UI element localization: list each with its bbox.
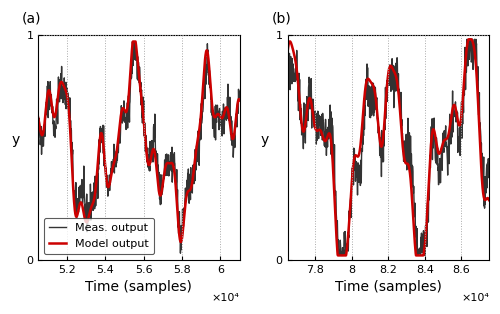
Model output [335,253,341,257]
Meas. output [208,97,214,101]
Meas. output [342,236,347,240]
Meas. output [236,95,242,99]
Meas. output [334,228,340,232]
Model output [154,171,160,175]
Line: Model output: Model output [28,41,240,242]
Text: (a): (a) [22,12,42,26]
Meas. output [464,37,470,41]
Text: (b): (b) [272,12,291,26]
Meas. output [466,44,472,48]
Meas. output [348,189,354,193]
Model output [486,198,492,202]
Y-axis label: y: y [260,133,268,147]
Meas. output [130,40,136,43]
Model output [284,51,290,55]
Text: ×10⁴: ×10⁴ [461,293,489,303]
Meas. output [186,201,192,205]
Model output [334,241,340,244]
X-axis label: Time (samples): Time (samples) [335,280,442,294]
Model output [442,138,448,142]
Meas. output [336,253,342,257]
Line: Meas. output: Meas. output [288,39,489,255]
Model output [466,37,472,41]
Meas. output [486,165,492,169]
Model output [466,37,471,41]
Model output [348,184,354,188]
Line: Model output: Model output [288,39,489,255]
Meas. output [442,144,448,148]
Meas. output [148,151,154,155]
Line: Meas. output: Meas. output [28,41,240,253]
Model output [186,189,192,192]
Model output [160,178,166,182]
Model output [208,88,214,92]
Y-axis label: y: y [11,133,20,147]
Legend: Meas. output, Model output: Meas. output, Model output [44,218,154,254]
Text: ×10⁴: ×10⁴ [212,293,240,303]
Meas. output [417,248,423,252]
Meas. output [178,251,184,255]
Model output [26,87,32,90]
Model output [417,253,423,257]
Meas. output [284,74,290,78]
Model output [130,40,136,43]
Model output [38,133,44,137]
X-axis label: Time (samples): Time (samples) [86,280,192,294]
Model output [178,240,184,244]
Meas. output [160,173,166,177]
Model output [148,154,154,158]
Model output [342,253,347,257]
Model output [236,98,242,102]
Meas. output [154,166,160,170]
Meas. output [26,91,32,95]
Meas. output [38,152,44,156]
